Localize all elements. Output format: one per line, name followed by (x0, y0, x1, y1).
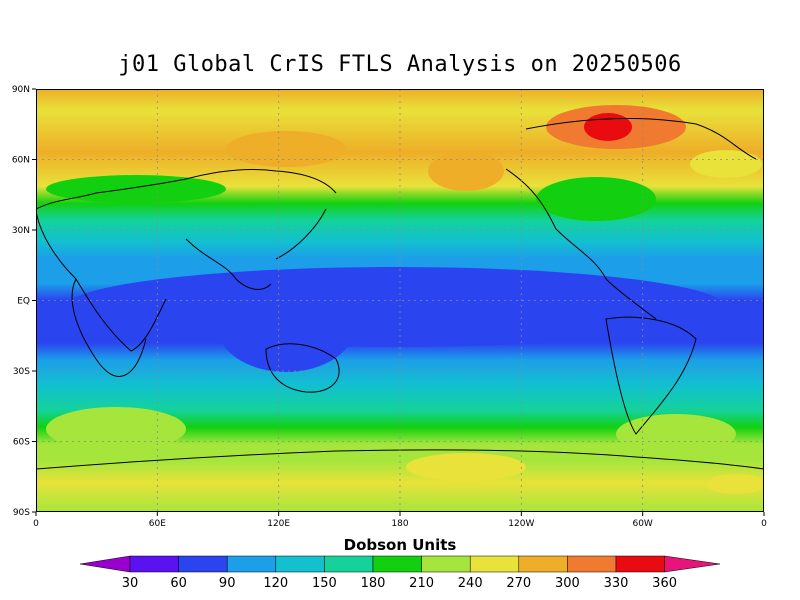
eurasia-north-coast (36, 168, 337, 210)
y-tick-label: 60N (12, 156, 30, 166)
central-america (605, 278, 657, 320)
y-tick-label: 30N (12, 226, 30, 236)
colorbar-title: Dobson Units (343, 536, 457, 554)
midlat-green-2 (536, 177, 656, 221)
x-tick-label: 120W (508, 519, 534, 529)
axes-layer: 0 60E 120E 180 120W 60W 0 90N 60N 30N EQ 30S 60S 90S (12, 85, 767, 529)
antarctic-coast (36, 449, 764, 470)
colorbar-box (226, 555, 277, 573)
y-tick-label: EQ (17, 297, 30, 307)
x-tick-label: 120E (267, 519, 290, 529)
colorbar-tick-label: 270 (506, 576, 531, 591)
colorbar-tick-label: 60 (170, 576, 187, 591)
arctic-coast (525, 118, 757, 160)
colorbar-tick-label: 240 (458, 576, 483, 591)
colorbar-tick-label: 330 (604, 576, 629, 591)
africa-east (71, 278, 147, 377)
colorbar-box (421, 555, 471, 573)
x-tick-label: 180 (391, 519, 408, 529)
y-tick-label: 60S (13, 438, 30, 448)
colorbar-box (178, 555, 228, 573)
ozone-map-svg (36, 89, 764, 512)
australia (265, 343, 340, 393)
y-axis: 90N 60N 30N EQ 30S 60S 90S (12, 85, 36, 518)
siberia-high (226, 131, 346, 167)
colorbar-tick-label: 90 (219, 576, 236, 591)
colorbar-tick-label: 180 (361, 576, 386, 591)
colorbar-tick-label: 150 (312, 576, 337, 591)
south-atlantic-band (46, 407, 186, 451)
colorbar-box (615, 555, 665, 573)
map-title: j01 Global CrIS FTLS Analysis on 2025050… (118, 52, 682, 77)
x-axis: 0 60E 120E 180 120W 60W 0 (33, 512, 767, 529)
north-america-west (505, 168, 607, 280)
colorbar-labels: 30 60 90 120 150 180 210 240 270 300 330 360 (122, 576, 677, 591)
east-asia (275, 208, 327, 260)
colorbar-box (275, 555, 325, 573)
x-tick-label: 0 (33, 519, 39, 529)
coastlines (36, 118, 764, 470)
colorbar-tick-label: 30 (122, 576, 139, 591)
colorbar-box (567, 555, 617, 573)
colorbar-box (469, 555, 520, 573)
midlat-green-1 (46, 175, 226, 203)
antarctic-yellow-2 (706, 474, 764, 494)
colorbar-tick-label: 300 (555, 576, 580, 591)
x-tick-label: 0 (761, 519, 767, 529)
y-tick-label: 30S (13, 367, 30, 377)
colorbar-left-arrow (79, 555, 131, 573)
north-atlantic-high (690, 150, 762, 178)
south-america (605, 316, 697, 435)
antarctic-yellow-1 (406, 453, 526, 481)
graticule (36, 89, 764, 512)
colorbar-box (129, 555, 179, 573)
colorbar-tick-label: 360 (652, 576, 677, 591)
colorbar-right-arrow (664, 555, 721, 573)
maritime-low (216, 276, 356, 372)
colorbar-box (324, 555, 374, 573)
africa-west-coast (36, 210, 167, 352)
south-america-band (616, 414, 736, 454)
x-tick-label: 60W (632, 519, 652, 529)
x-tick-label: 60E (149, 519, 166, 529)
colorbar-tick-label: 210 (409, 576, 434, 591)
colorbar-box (518, 555, 568, 573)
colorbar-tick-label: 120 (263, 576, 288, 591)
colorbar: 30 60 90 120 150 180 210 240 270 300 330 360 (79, 555, 721, 591)
map-frame (36, 89, 764, 512)
y-tick-label: 90S (13, 508, 30, 518)
ozone-map (36, 89, 764, 512)
north-pacific-high (428, 151, 504, 191)
colorbar-boxes (79, 555, 721, 573)
y-tick-label: 90N (12, 85, 30, 95)
colorbar-box (372, 555, 422, 573)
india (185, 238, 272, 290)
